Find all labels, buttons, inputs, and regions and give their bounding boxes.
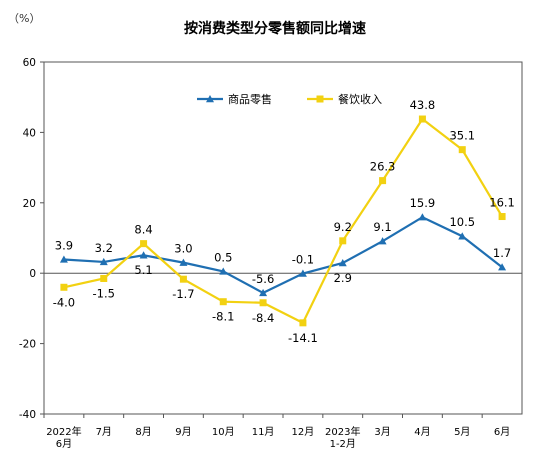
data-label: 3.0 [174, 242, 192, 256]
data-label: 16.1 [489, 196, 515, 210]
retail-point [99, 257, 108, 266]
catering-point [219, 298, 227, 306]
y-tick-label: 60 [23, 57, 36, 69]
catering-point [339, 237, 347, 245]
y-axis-unit: （%） [8, 12, 40, 25]
x-tick-label: 12月 [292, 426, 315, 438]
retail-point [59, 255, 68, 263]
retail-point [498, 263, 507, 271]
catering-point [179, 275, 187, 283]
data-label: -5.6 [252, 272, 274, 286]
data-label: 2.9 [334, 271, 352, 285]
data-label: -1.5 [93, 286, 115, 300]
data-label: 43.8 [410, 98, 436, 112]
data-labels: 3.9 3.2 5.1 3.0 0.5 -5.6 -0.1 2.9 9.1 15.9 10.5 1.7… [53, 98, 515, 345]
series-line-catering [63, 117, 504, 325]
catering-point [418, 115, 426, 123]
retail-point [458, 232, 467, 240]
x-tick-label: 6月 [56, 438, 72, 450]
y-tick-label: 40 [23, 127, 36, 139]
y-axis-ticks: -40 -20 0 20 40 60 [19, 57, 44, 421]
retail-point [298, 269, 307, 277]
catering-point [60, 283, 68, 291]
data-label: -1.7 [172, 287, 194, 301]
x-tick-label: 4月 [414, 426, 430, 438]
x-tick-label: 9月 [175, 426, 191, 438]
x-tick-label: 11月 [252, 426, 275, 438]
y-tick-label: 0 [29, 268, 36, 280]
x-tick-label: 5月 [454, 426, 470, 438]
series-layer [59, 115, 507, 327]
legend-label: 餐饮收入 [338, 92, 382, 106]
data-label: -14.1 [288, 331, 318, 345]
retail-point [219, 267, 228, 275]
x-tick-label: 2022年 [46, 425, 81, 438]
y-tick-label: 20 [23, 198, 36, 210]
catering-point [259, 299, 267, 307]
retail-point [179, 258, 188, 266]
legend: 商品零售 餐饮收入 [197, 92, 382, 106]
legend-label: 商品零售 [228, 92, 272, 106]
y-tick-label: -40 [19, 409, 36, 421]
catering-point [458, 146, 466, 154]
data-label: 3.9 [55, 238, 73, 252]
data-label: -8.1 [212, 310, 234, 324]
retail-point [418, 213, 427, 221]
catering-point [498, 213, 506, 221]
catering-point [299, 319, 307, 327]
series-line-retail [63, 215, 503, 295]
legend-marker [316, 95, 324, 103]
data-label: 9.1 [373, 220, 391, 234]
data-label: -0.1 [292, 253, 314, 267]
y-tick-label: -20 [19, 339, 36, 351]
data-label: 0.5 [214, 250, 232, 264]
catering-point [100, 274, 108, 282]
retail-point [338, 258, 347, 267]
plot-frame [43, 61, 523, 415]
data-label: 9.2 [334, 220, 352, 234]
catering-point [379, 177, 387, 185]
x-tick-label: 10月 [212, 426, 235, 438]
data-label: 10.5 [449, 215, 475, 229]
legend-marker [206, 95, 214, 103]
retail-point [139, 251, 148, 259]
retail-point [259, 288, 268, 297]
data-label: 5.1 [134, 263, 152, 277]
data-label: 3.2 [95, 241, 113, 255]
x-tick-label: 3月 [374, 426, 390, 438]
data-label: 8.4 [134, 223, 152, 237]
data-label: 1.7 [493, 246, 511, 260]
data-label: 15.9 [410, 196, 436, 210]
data-label: 35.1 [449, 129, 475, 143]
data-label: 26.3 [370, 160, 396, 174]
x-tick-label: 2023年 [325, 425, 360, 438]
data-label: -4.0 [53, 295, 75, 309]
x-tick-label: 6月 [494, 426, 510, 438]
catering-point [140, 240, 148, 248]
x-tick-label: 1-2月 [330, 438, 356, 450]
chart-title: 按消费类型分零售额同比增速 [184, 20, 366, 37]
data-label: -8.4 [252, 311, 274, 325]
x-tick-label: 8月 [135, 426, 151, 438]
x-tick-label: 7月 [96, 426, 112, 438]
retail-point [378, 237, 387, 245]
